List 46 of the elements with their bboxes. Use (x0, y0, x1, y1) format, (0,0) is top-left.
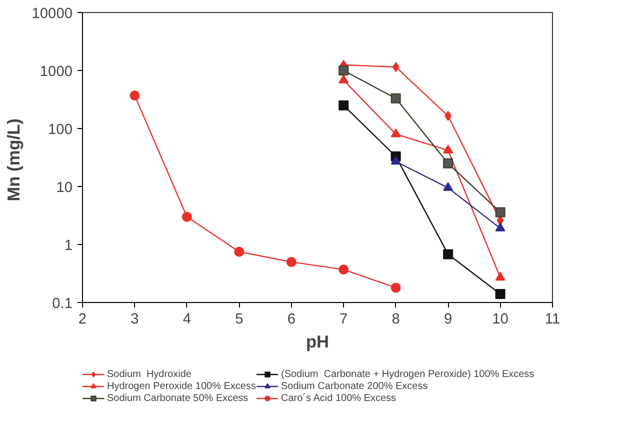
point (338, 100, 349, 110)
x-tick-label: 5 (235, 312, 244, 328)
x-axis-title: pH (306, 332, 330, 352)
point (390, 93, 401, 104)
point (338, 74, 349, 84)
point (443, 144, 454, 154)
point (390, 128, 401, 138)
x-tick-label: 11 (544, 312, 560, 328)
y-tick-label: 1000 (40, 64, 73, 80)
y-tick-label: 0.1 (52, 296, 72, 312)
point (130, 90, 140, 101)
point (495, 207, 506, 218)
point (390, 282, 401, 293)
x-tick-label: 8 (392, 312, 400, 328)
x-tick-label: 7 (340, 312, 348, 328)
legend-label: Hydrogen Peroxide 100% Excess (107, 380, 256, 392)
y-tick-label: 100 (48, 122, 73, 138)
point (495, 272, 506, 281)
point (338, 66, 349, 76)
x-tick-label: 10 (492, 312, 508, 328)
legend-label: (Sodium Carbonate + Hydrogen Peroxide) 100% Excess (280, 368, 534, 380)
point (392, 62, 400, 72)
y-tick-label: 10 (56, 180, 73, 196)
point (443, 158, 454, 168)
point (443, 182, 454, 191)
x-tick-label: 2 (78, 312, 87, 328)
legend-label: Sodium Carbonate 50% Excess (107, 392, 248, 404)
point (338, 264, 349, 275)
point (495, 222, 506, 232)
x-tick-label: 9 (444, 312, 452, 328)
point (443, 249, 454, 260)
y-axis-title: Mn (mg/L) (4, 118, 24, 202)
y-tick-label: 10000 (32, 6, 73, 22)
x-tick-label: 4 (182, 312, 192, 328)
legend-label: Caro´s Acid 100% Excess (280, 392, 396, 404)
legend-label: Sodium Carbonate 200% Excess (280, 380, 428, 392)
point (182, 212, 192, 222)
point (444, 110, 452, 121)
point (286, 256, 296, 267)
point (390, 156, 401, 165)
x-tick-label: 3 (130, 312, 139, 328)
y-tick-label: 1 (64, 238, 73, 254)
legend-label: Sodium Hydroxide (107, 368, 192, 380)
point (495, 289, 506, 300)
point (234, 246, 244, 257)
x-tick-label: 6 (287, 312, 296, 328)
